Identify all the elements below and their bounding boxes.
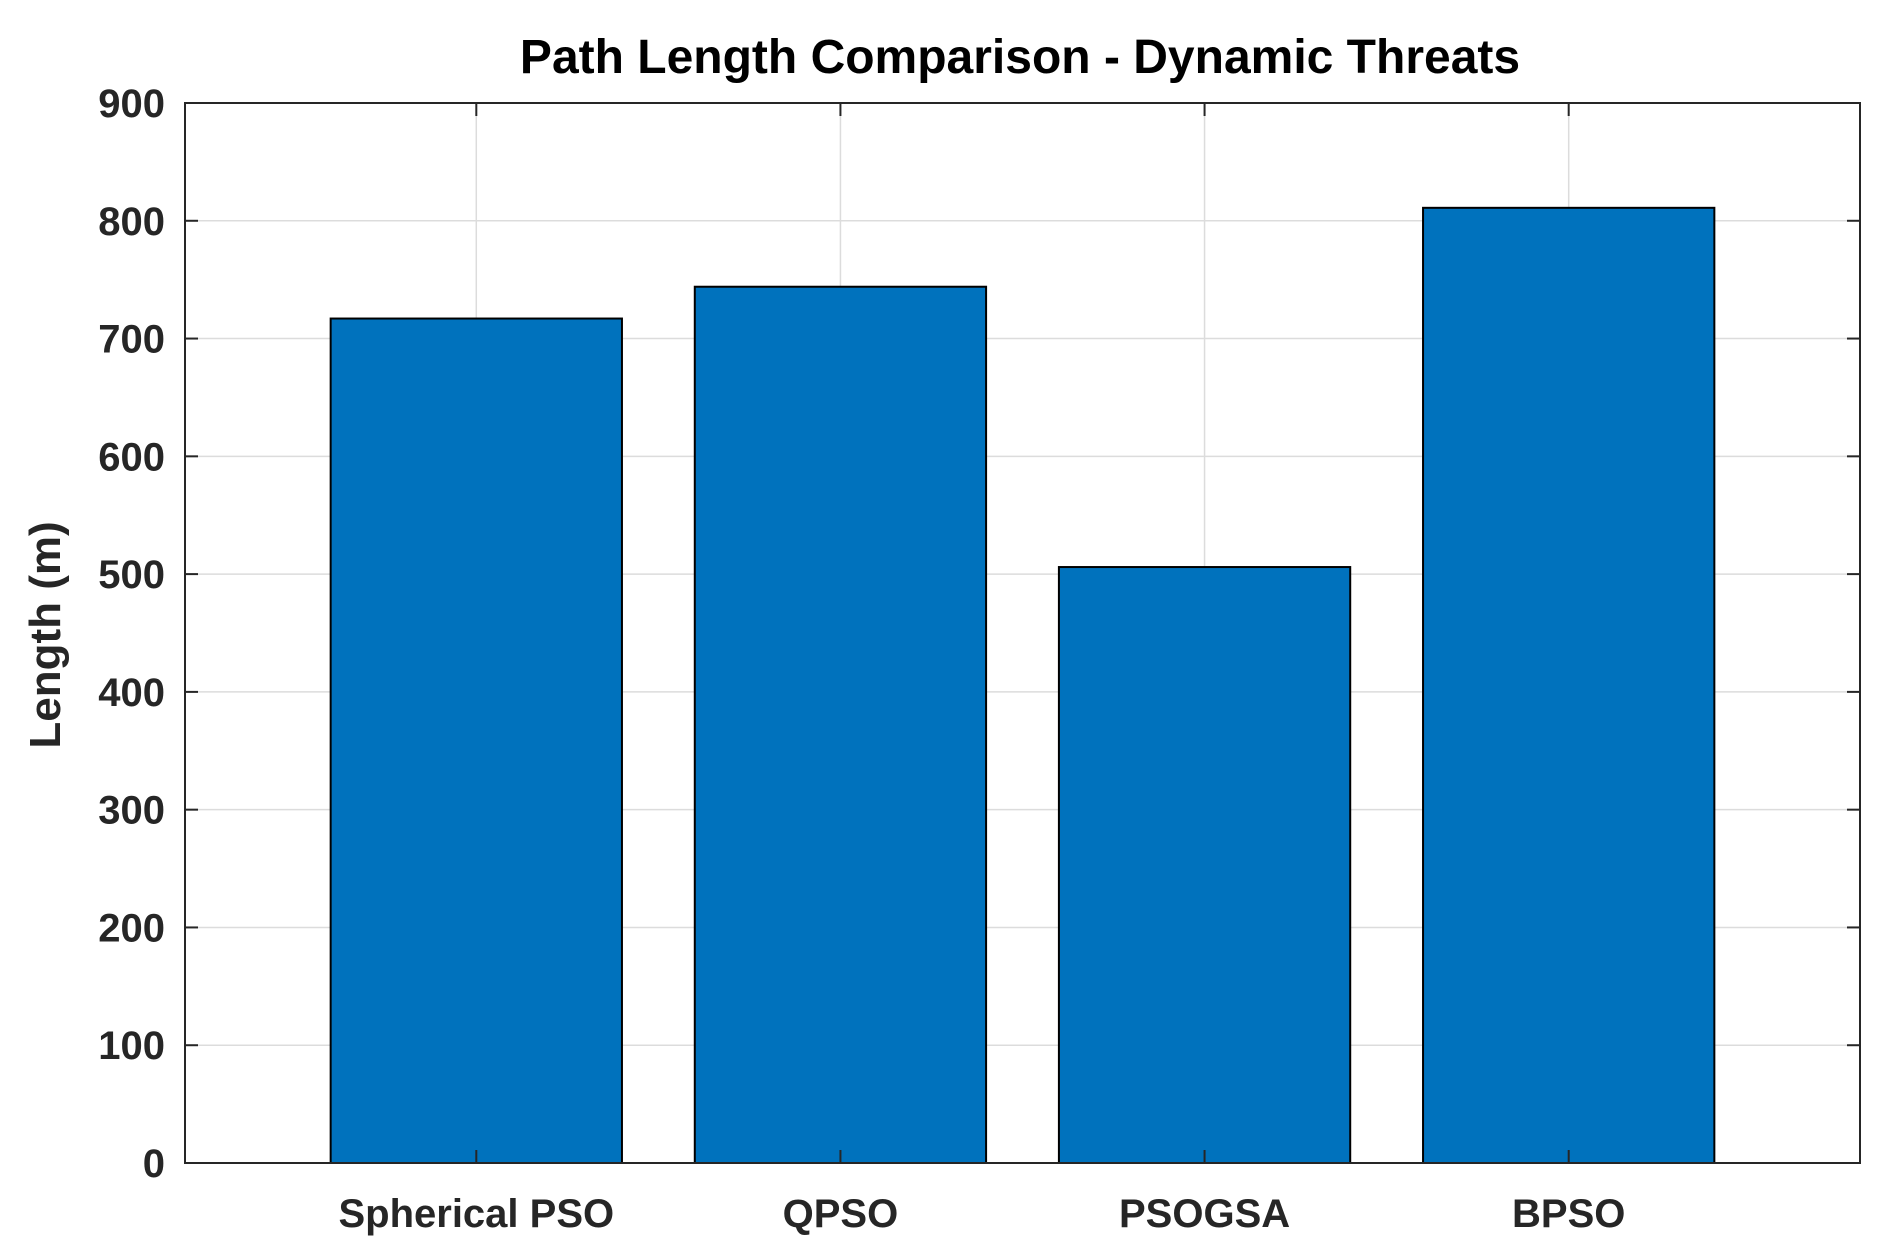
y-tick-label: 300: [98, 789, 165, 833]
y-tick-label: 500: [98, 553, 165, 597]
bar-bpso: [1422, 206, 1716, 1165]
x-tick-label: Spherical PSO: [338, 1192, 614, 1236]
y-tick-label: 400: [98, 671, 165, 715]
x-tick-labels: Spherical PSO QPSO PSOGSA BPSO: [338, 1192, 1625, 1236]
x-tick-label: BPSO: [1512, 1192, 1625, 1236]
y-tick-labels: 0 100 200 300 400 500 600 700 800 900: [98, 82, 165, 1186]
bar-spherical-pso: [329, 317, 623, 1164]
y-axis-label: Length (m): [21, 521, 70, 748]
y-tick-label: 200: [98, 906, 165, 950]
y-tick-label: 0: [143, 1142, 165, 1186]
axes-box: [184, 102, 1861, 1164]
y-tick-label: 600: [98, 435, 165, 479]
y-tick-label: 800: [98, 200, 165, 244]
x-tick-label: PSOGSA: [1119, 1192, 1290, 1236]
axes: [184, 102, 1861, 1164]
y-tick-label: 700: [98, 318, 165, 362]
y-tick-label: 100: [98, 1024, 165, 1068]
chart-title: Path Length Comparison - Dynamic Threats: [520, 31, 1520, 84]
x-tick-label: QPSO: [783, 1192, 899, 1236]
y-tick-label: 900: [98, 82, 165, 126]
bars: [329, 206, 1716, 1165]
bar-psogsa: [1057, 566, 1352, 1164]
bar-qpso: [693, 285, 988, 1164]
